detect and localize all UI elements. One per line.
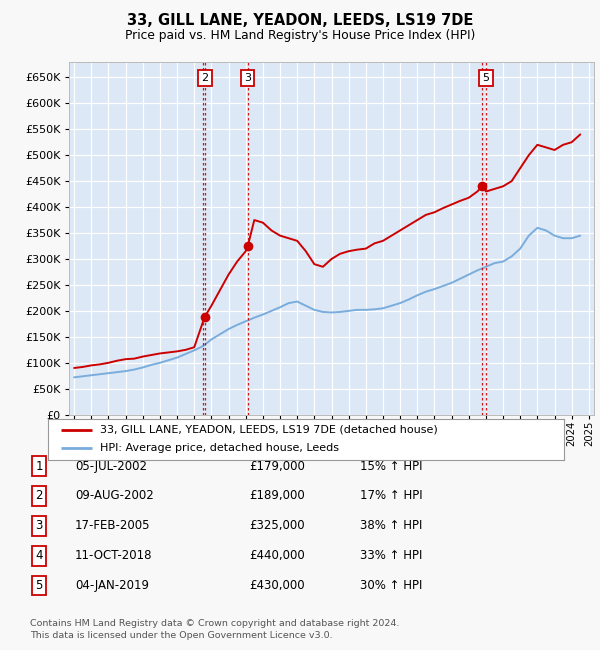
Text: £179,000: £179,000 xyxy=(249,460,305,473)
Text: £430,000: £430,000 xyxy=(249,579,305,592)
Text: Price paid vs. HM Land Registry's House Price Index (HPI): Price paid vs. HM Land Registry's House … xyxy=(125,29,475,42)
Text: 33% ↑ HPI: 33% ↑ HPI xyxy=(360,549,422,562)
Text: 09-AUG-2002: 09-AUG-2002 xyxy=(75,489,154,502)
Text: 11-OCT-2018: 11-OCT-2018 xyxy=(75,549,152,562)
Text: HPI: Average price, detached house, Leeds: HPI: Average price, detached house, Leed… xyxy=(100,443,338,454)
Text: 3: 3 xyxy=(35,519,43,532)
Text: 5: 5 xyxy=(35,579,43,592)
Text: £189,000: £189,000 xyxy=(249,489,305,502)
Text: 4: 4 xyxy=(35,549,43,562)
Text: 17% ↑ HPI: 17% ↑ HPI xyxy=(360,489,422,502)
Text: 33, GILL LANE, YEADON, LEEDS, LS19 7DE (detached house): 33, GILL LANE, YEADON, LEEDS, LS19 7DE (… xyxy=(100,424,437,435)
Text: 05-JUL-2002: 05-JUL-2002 xyxy=(75,460,147,473)
Text: Contains HM Land Registry data © Crown copyright and database right 2024.
This d: Contains HM Land Registry data © Crown c… xyxy=(30,619,400,640)
Text: 3: 3 xyxy=(244,73,251,83)
Text: 5: 5 xyxy=(482,73,490,83)
Text: £440,000: £440,000 xyxy=(249,549,305,562)
Text: 04-JAN-2019: 04-JAN-2019 xyxy=(75,579,149,592)
Text: 15% ↑ HPI: 15% ↑ HPI xyxy=(360,460,422,473)
Text: 17-FEB-2005: 17-FEB-2005 xyxy=(75,519,151,532)
Text: 2: 2 xyxy=(35,489,43,502)
Text: 33, GILL LANE, YEADON, LEEDS, LS19 7DE: 33, GILL LANE, YEADON, LEEDS, LS19 7DE xyxy=(127,13,473,28)
Text: 2: 2 xyxy=(202,73,208,83)
Text: 1: 1 xyxy=(35,460,43,473)
Text: £325,000: £325,000 xyxy=(249,519,305,532)
Text: 30% ↑ HPI: 30% ↑ HPI xyxy=(360,579,422,592)
Text: 38% ↑ HPI: 38% ↑ HPI xyxy=(360,519,422,532)
